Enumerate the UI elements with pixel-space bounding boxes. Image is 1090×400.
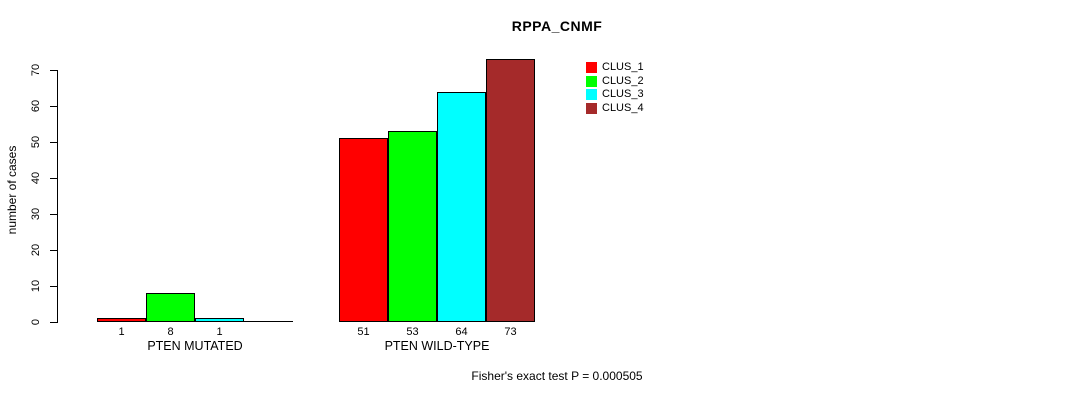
group-label: PTEN MUTATED [147,339,243,353]
bar [244,321,293,322]
bar [486,59,535,322]
legend-swatch [586,102,597,114]
legend-item: CLUS_3 [586,88,644,102]
bar [437,92,486,322]
bar-value-label: 64 [455,326,468,338]
legend-label: CLUS_4 [602,101,644,114]
y-tick-label: 70 [30,63,42,77]
y-tick-label: 30 [30,207,42,221]
bar-value-label: 8 [167,326,174,338]
y-tick [50,286,57,287]
legend-label: CLUS_1 [602,61,644,74]
bar [195,318,244,322]
y-tick-label: 40 [30,171,42,185]
chart-title: RPPA_CNMF [511,18,603,34]
bar [146,293,195,322]
y-tick [50,178,57,179]
bar [388,131,437,322]
y-tick [50,322,57,323]
bar-value-label: 73 [504,326,517,338]
y-tick-label: 50 [30,135,42,149]
y-tick [50,106,57,107]
bar-value-label: 53 [406,326,419,338]
bar [97,318,146,322]
legend-label: CLUS_2 [602,74,644,87]
legend: CLUS_1 CLUS_2 CLUS_3 CLUS_4 [586,61,644,115]
bar-value-label: 1 [118,326,125,338]
y-tick [50,214,57,215]
legend-swatch [586,75,597,87]
y-tick-label: 10 [30,279,42,293]
bar-value-label: 1 [216,326,223,338]
caption: Fisher's exact test P = 0.000505 [471,369,643,383]
y-tick-label: 0 [30,318,42,326]
legend-swatch [586,62,597,74]
y-tick [50,142,57,143]
y-tick-label: 20 [30,243,42,257]
y-tick [50,70,57,71]
bar [339,138,388,322]
legend-item: CLUS_1 [586,61,644,75]
legend-item: CLUS_4 [586,102,644,116]
y-axis-label: number of cases [5,145,19,235]
y-axis-line [57,70,58,323]
bar-value-label: 51 [357,326,370,338]
y-tick [50,250,57,251]
group-label: PTEN WILD-TYPE [384,339,490,353]
legend-swatch [586,89,597,101]
legend-item: CLUS_2 [586,75,644,89]
y-tick-label: 60 [30,99,42,113]
legend-label: CLUS_3 [602,88,644,101]
